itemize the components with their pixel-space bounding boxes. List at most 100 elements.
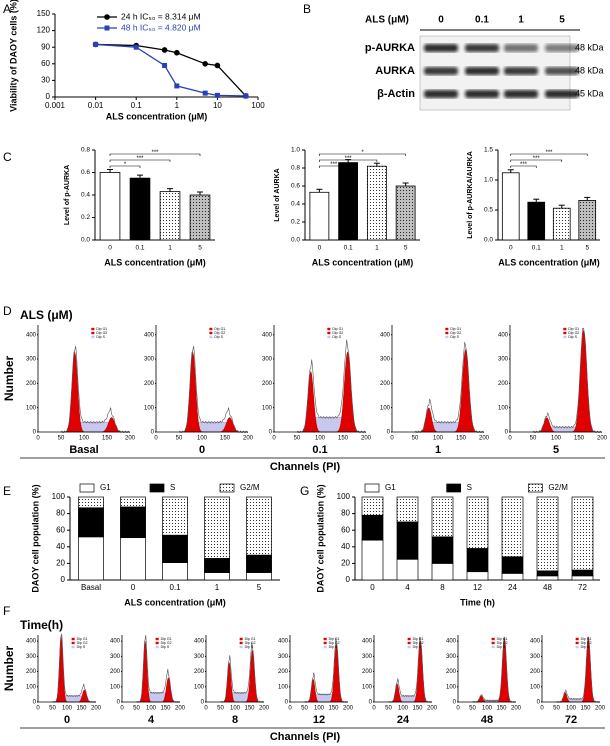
y-tick-label: 40 bbox=[56, 542, 65, 551]
blot-row-label: β-Actin bbox=[377, 88, 415, 100]
histogram-outline bbox=[388, 636, 433, 703]
legend-label: G2/M bbox=[548, 483, 568, 492]
flow-legend-label: Dip G2 bbox=[329, 641, 340, 645]
lane-label: 1 bbox=[518, 15, 524, 26]
bar-pattern bbox=[396, 186, 416, 240]
flow-y-tick: 100 bbox=[144, 405, 155, 411]
flow-y-tick: 300 bbox=[446, 654, 457, 660]
flow-x-tick: 100 bbox=[398, 706, 409, 712]
flow-y-tick: 400 bbox=[362, 639, 373, 645]
flow-y-label: Number bbox=[2, 356, 16, 402]
blot-size: 48 kDa bbox=[575, 42, 604, 52]
flow-legend-label: Dip G2 bbox=[332, 331, 343, 335]
y-tick-label: 0.0 bbox=[291, 237, 300, 244]
flow-legend-swatch bbox=[71, 641, 75, 645]
bar-segment bbox=[501, 573, 524, 581]
bar-pattern bbox=[362, 497, 383, 516]
flow-legend-swatch bbox=[491, 637, 495, 641]
flow-legend-swatch bbox=[239, 641, 243, 645]
flow-y-tick: 300 bbox=[262, 357, 273, 363]
histogram-outline bbox=[60, 345, 131, 434]
legend-swatch bbox=[79, 483, 95, 493]
flow-legend-label: Dip S bbox=[568, 335, 577, 339]
x-tick-label: 5 bbox=[198, 245, 202, 252]
flow-x-tick: 0 bbox=[508, 436, 512, 442]
sig-bracket bbox=[319, 153, 406, 156]
y-tick-label: 150 bbox=[37, 9, 51, 18]
flow-x-tick: 0 bbox=[272, 436, 276, 442]
x-tick-label: 1 bbox=[375, 245, 379, 252]
flow-x-tick: 50 bbox=[49, 706, 56, 712]
y-tick-label: 0.5 bbox=[484, 207, 493, 214]
flow-y-tick: 300 bbox=[194, 654, 205, 660]
flow-y-tick: 200 bbox=[362, 669, 373, 675]
bar bbox=[501, 172, 520, 241]
flow-legend-label: Dip G2 bbox=[413, 641, 424, 645]
blot-band bbox=[465, 67, 499, 75]
flow-legend-label: Dip G1 bbox=[581, 637, 592, 641]
histogram-outline bbox=[52, 633, 97, 703]
y-tick-label: 1.5 bbox=[484, 147, 493, 154]
bar-pattern bbox=[190, 195, 210, 240]
x-tick-label: 0.1 bbox=[131, 101, 143, 110]
flow-x-tick: 200 bbox=[595, 706, 606, 712]
flow-legend-label: Dip G1 bbox=[332, 327, 343, 331]
flow-y-tick: 400 bbox=[262, 332, 273, 338]
blot-row-label: p-AURKA bbox=[365, 42, 415, 54]
y-tick-label: 1.0 bbox=[291, 147, 300, 154]
flow-axes bbox=[373, 635, 432, 703]
flow-x-tick: 50 bbox=[217, 706, 224, 712]
flow-legend-label: Dip G1 bbox=[214, 327, 225, 331]
panel-label: F bbox=[3, 604, 10, 618]
sig-label: *** bbox=[533, 156, 541, 162]
sig-label: *** bbox=[136, 156, 144, 162]
bar-pattern bbox=[367, 166, 387, 240]
flow-x-tick: 200 bbox=[511, 706, 522, 712]
flow-x-label: Channels (PI) bbox=[270, 461, 341, 473]
legend-swatch bbox=[364, 483, 380, 493]
flow-panel-label: 1 bbox=[435, 444, 441, 456]
y-tick-label: 0 bbox=[61, 575, 66, 584]
flow-y-tick: 0 bbox=[369, 700, 373, 706]
flow-legend-label: Dip G2 bbox=[161, 641, 172, 645]
sig-label: * bbox=[124, 162, 127, 168]
flow-panel-label: 0 bbox=[199, 444, 205, 456]
flow-panel-label: Basal bbox=[69, 444, 98, 456]
flow-y-tick: 200 bbox=[26, 381, 37, 387]
bar-segment bbox=[246, 572, 272, 581]
flow-axes bbox=[509, 325, 602, 433]
y-tick-label: 80 bbox=[341, 509, 350, 518]
flow-legend-swatch bbox=[155, 645, 159, 649]
flow-legend-label: Dip S bbox=[161, 645, 170, 649]
flow-legend-swatch bbox=[71, 637, 75, 641]
flow-x-tick: 50 bbox=[58, 436, 65, 442]
flow-x-tick: 200 bbox=[243, 436, 254, 442]
flow-y-tick: 0 bbox=[33, 700, 37, 706]
marker bbox=[174, 83, 180, 89]
flow-legend-swatch bbox=[563, 331, 567, 335]
sig-label: *** bbox=[545, 150, 553, 156]
y-tick-label: 100 bbox=[52, 492, 66, 501]
flow-y-tick: 400 bbox=[498, 332, 509, 338]
y-tick-label: 0.8 bbox=[291, 165, 300, 172]
flow-y-tick: 400 bbox=[26, 332, 37, 338]
flow-legend-swatch bbox=[209, 327, 213, 331]
flow-legend-label: Dip G1 bbox=[96, 327, 107, 331]
flow-y-tick: 0 bbox=[151, 430, 155, 436]
sig-label: *** bbox=[345, 156, 353, 162]
panel-label: A bbox=[3, 2, 11, 16]
x-tick-label: 10 bbox=[213, 101, 222, 110]
flow-x-tick: 200 bbox=[91, 706, 102, 712]
bar-pattern bbox=[204, 497, 230, 559]
marker bbox=[214, 62, 221, 69]
bar-pattern bbox=[78, 497, 104, 508]
flow-legend-swatch bbox=[563, 327, 567, 331]
flow-y-tick: 200 bbox=[110, 669, 121, 675]
flow-legend-label: Dip G2 bbox=[77, 641, 88, 645]
histogram-outline bbox=[556, 636, 601, 703]
histogram-outline bbox=[178, 345, 249, 434]
x-tick-label: 5 bbox=[257, 583, 262, 592]
flow-x-tick: 0 bbox=[154, 436, 158, 442]
bar-pattern bbox=[397, 497, 418, 522]
